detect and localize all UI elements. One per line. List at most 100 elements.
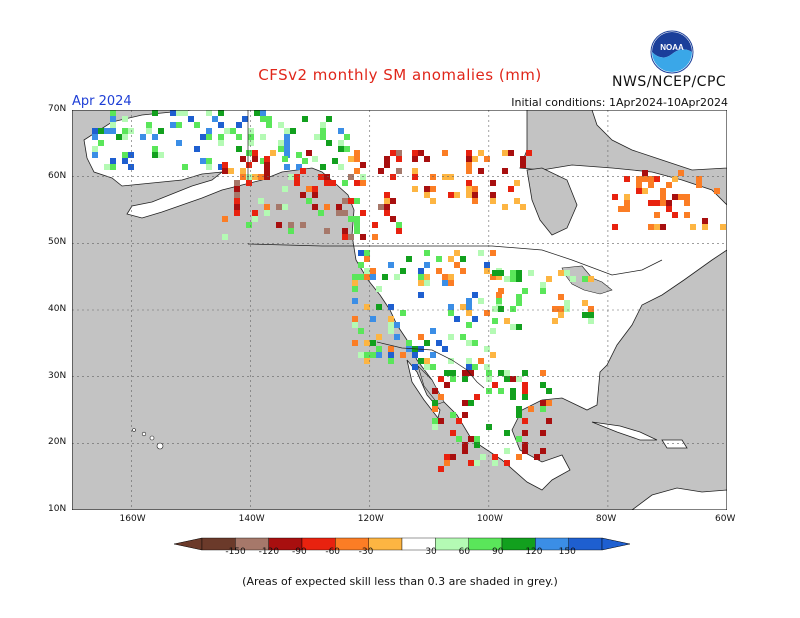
anomaly-cell	[654, 176, 660, 182]
anomaly-cell	[218, 110, 224, 116]
anomaly-cell	[468, 436, 474, 442]
anomaly-cell	[388, 262, 394, 268]
anomaly-cell	[442, 174, 448, 180]
anomaly-cell	[514, 180, 520, 186]
anomaly-cell	[170, 110, 176, 116]
anomaly-cell	[314, 134, 320, 140]
anomaly-cell	[442, 346, 448, 352]
anomaly-cell	[496, 274, 502, 280]
anomaly-cell	[450, 376, 456, 382]
anomaly-cell	[92, 152, 98, 158]
anomaly-cell	[448, 192, 454, 198]
anomaly-cell	[418, 280, 424, 286]
anomaly-cell	[222, 234, 228, 240]
anomaly-cell	[122, 134, 128, 140]
anomaly-cell	[454, 192, 460, 198]
anomaly-cell	[516, 454, 522, 460]
anomaly-cell	[642, 188, 648, 194]
anomaly-cell	[540, 382, 546, 388]
anomaly-cell	[364, 358, 370, 364]
anomaly-cell	[636, 176, 642, 182]
anomaly-cell	[352, 316, 358, 322]
anomaly-cell	[396, 222, 402, 228]
anomaly-cell	[462, 448, 468, 454]
anomaly-cell	[306, 186, 312, 192]
anomaly-cell	[484, 346, 490, 352]
anomaly-cell	[222, 216, 228, 222]
anomaly-cell	[424, 274, 430, 280]
political-borders	[247, 110, 663, 389]
anomaly-cell	[504, 276, 510, 282]
anomaly-cell	[290, 128, 296, 134]
anomaly-cell	[252, 150, 258, 156]
anomaly-cell	[352, 322, 358, 328]
anomaly-cell	[466, 192, 472, 198]
anomaly-cell	[358, 352, 364, 358]
chart-title: CFSv2 monthly SM anomalies (mm)	[258, 66, 542, 84]
anomaly-cell	[282, 156, 288, 162]
anomaly-cell	[444, 460, 450, 466]
anomaly-cell	[406, 340, 412, 346]
anomaly-cell	[660, 194, 666, 200]
anomaly-cell	[246, 174, 252, 180]
anomaly-cell	[234, 198, 240, 204]
anomaly-cell	[466, 168, 472, 174]
anomaly-cell	[176, 110, 182, 116]
noaa-logo-text: NOAA	[660, 43, 684, 52]
anomaly-cell	[360, 174, 366, 180]
anomaly-cell	[128, 164, 134, 170]
anomaly-cell	[372, 234, 378, 240]
anomaly-cell	[388, 346, 394, 352]
anomaly-cell	[498, 370, 504, 376]
anomaly-cell	[372, 222, 378, 228]
anomaly-cell	[320, 134, 326, 140]
anomaly-cell	[624, 206, 630, 212]
anomaly-cell	[424, 250, 430, 256]
anomaly-cell	[588, 306, 594, 312]
anomaly-cell	[432, 388, 438, 394]
anomaly-cell	[498, 270, 504, 276]
anomaly-cell	[230, 128, 236, 134]
lat-label: 30N	[48, 370, 67, 381]
us-mexico-border	[376, 341, 485, 389]
anomaly-cell	[360, 162, 366, 168]
anomaly-cell	[516, 412, 522, 418]
anomaly-cell	[212, 116, 218, 122]
anomaly-cell	[222, 162, 228, 168]
anomaly-cell	[492, 270, 498, 276]
lon-label: 120W	[357, 514, 384, 524]
anomaly-cell	[152, 110, 158, 116]
anomaly-cell	[498, 388, 504, 394]
lat-label: 50N	[48, 237, 67, 248]
anomaly-cell	[266, 122, 272, 128]
anomaly-cell	[478, 168, 484, 174]
anomaly-cell	[484, 156, 490, 162]
anomaly-cell	[318, 210, 324, 216]
anomaly-cell	[510, 376, 516, 382]
anomaly-cell	[522, 288, 528, 294]
lat-label: 10N	[48, 504, 67, 514]
lon-label: 160W	[119, 514, 146, 524]
anomaly-cell	[234, 192, 240, 198]
hawaii-islands	[132, 428, 164, 450]
anomaly-cell	[636, 188, 642, 194]
colorbar-label: 60	[458, 547, 471, 557]
anomaly-cell	[354, 180, 360, 186]
anomaly-cell	[466, 340, 472, 346]
anomaly-cell	[450, 430, 456, 436]
anomaly-cell	[324, 228, 330, 234]
anomaly-cell	[336, 210, 342, 216]
anomaly-cell	[104, 164, 110, 170]
anomaly-cell	[98, 140, 104, 146]
anomaly-cell	[370, 340, 376, 346]
anomaly-cell	[720, 224, 726, 230]
anomaly-cell	[294, 180, 300, 186]
anomaly-cell	[222, 168, 228, 174]
anomaly-cell	[510, 276, 516, 282]
anomaly-cell	[300, 192, 306, 198]
anomaly-cell	[360, 234, 366, 240]
anomaly-cell	[502, 204, 508, 210]
anomaly-cell	[430, 352, 436, 358]
anomaly-cell	[264, 174, 270, 180]
anomaly-cell	[678, 170, 684, 176]
